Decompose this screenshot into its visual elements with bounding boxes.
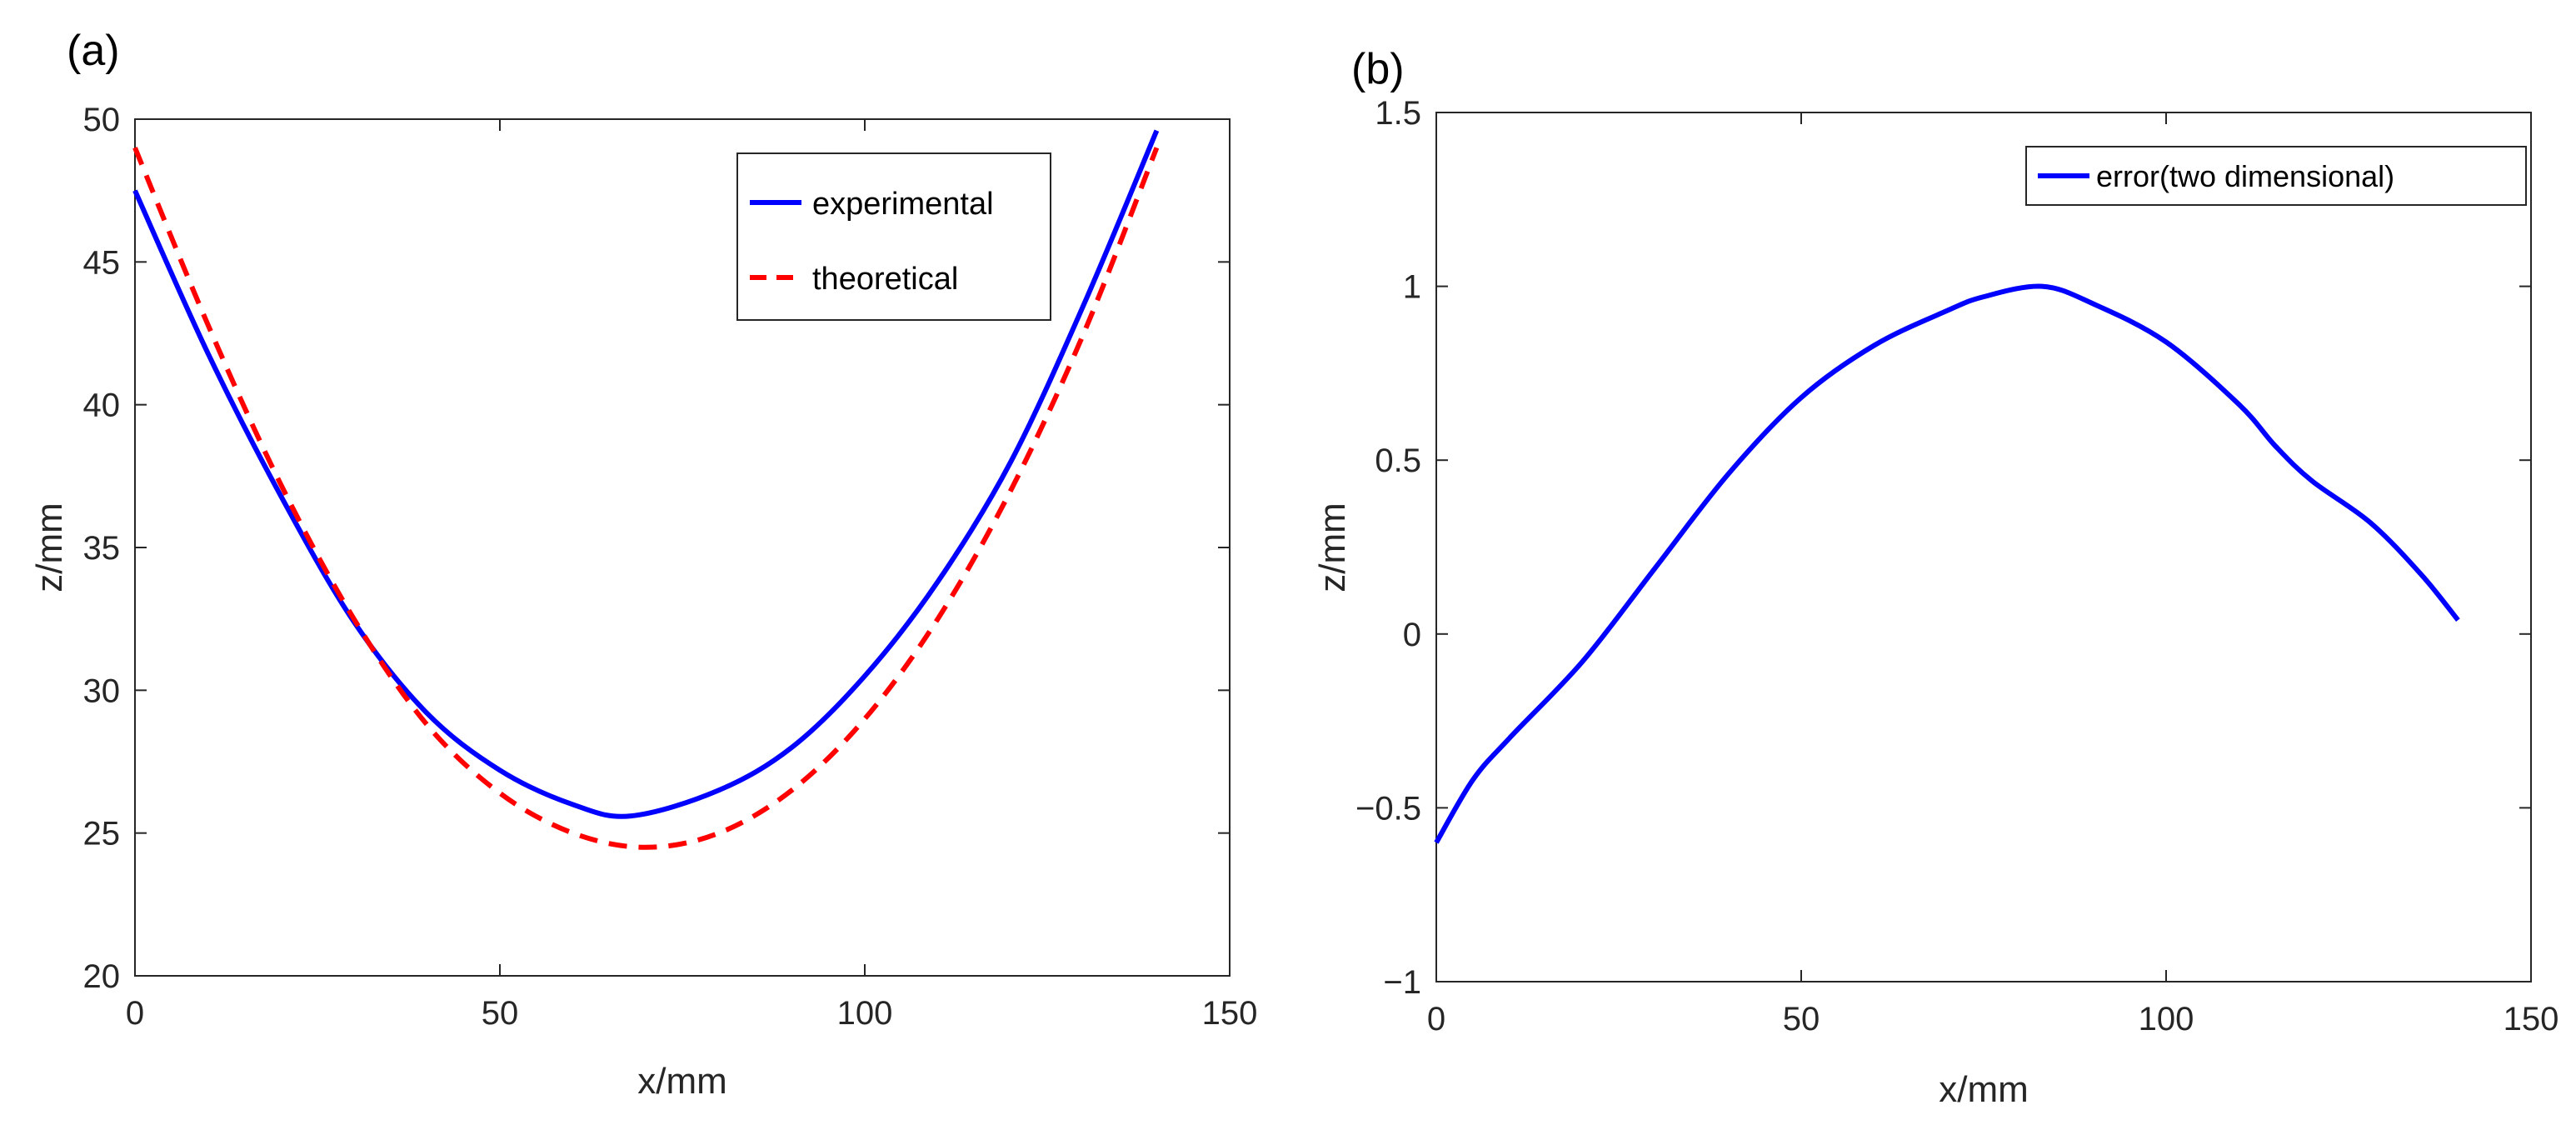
x-axis-label-a: x/mm <box>637 1061 727 1102</box>
y-tick-label: 30 <box>83 672 121 709</box>
y-tick-label: 1 <box>1403 269 1421 306</box>
x-tick-label: 150 <box>2504 1001 2559 1038</box>
x-axis-label-b: x/mm <box>1939 1069 2029 1110</box>
panel-label-b: (b) <box>1351 45 1405 93</box>
legend-label-experimental: experimental <box>812 187 994 222</box>
series-line-experimental <box>132 129 1160 819</box>
series-lines-b <box>1434 283 2460 844</box>
legend-box-b <box>2025 146 2527 206</box>
legend-b: error(two dimensional) <box>2025 146 2527 206</box>
legend-label-error: error(two dimensional) <box>2096 159 2394 193</box>
chart-b: (b) 0 50 100 150 −1 −0.5 0 0.5 1 1.5 x/mm z/mm er… <box>1312 45 2559 1110</box>
y-tick-label: 1.5 <box>1375 95 1421 132</box>
legend-a: experimental theoretical <box>736 152 1051 321</box>
y-axis-label-b: z/mm <box>1312 502 1353 592</box>
x-tick-label: 50 <box>482 995 519 1032</box>
chart-a: (a) 0 50 100 150 20 25 30 35 40 45 50 x/mm z/mm ex… <box>29 27 1257 1102</box>
legend-box-a <box>736 152 1051 321</box>
y-tick-label: 25 <box>83 816 121 852</box>
x-tick-label: 150 <box>1202 995 1258 1032</box>
x-tick-label: 100 <box>2139 1001 2194 1038</box>
y-tick-label: 0 <box>1403 617 1421 653</box>
series-lines-a <box>132 129 1160 850</box>
panel-label-a: (a) <box>67 27 120 75</box>
plot-area-b <box>1435 112 2532 982</box>
y-tick-label: −1 <box>1383 964 1421 1001</box>
y-tick-label: 50 <box>83 102 121 138</box>
y-tick-label: 45 <box>83 244 121 281</box>
x-tick-label: 0 <box>1427 1001 1445 1038</box>
x-tick-label: 0 <box>126 995 144 1032</box>
plot-area-a <box>134 118 1231 977</box>
y-tick-label: 0.5 <box>1375 442 1421 479</box>
series-line-theoretical <box>132 147 1160 850</box>
ticks-a: 0 50 100 150 20 25 30 35 40 45 50 <box>83 102 1258 1032</box>
x-tick-label: 100 <box>837 995 893 1032</box>
y-tick-label: −0.5 <box>1355 790 1421 827</box>
y-tick-label: 20 <box>83 958 121 995</box>
y-tick-label: 40 <box>83 388 121 424</box>
ticks-b: 0 50 100 150 −1 −0.5 0 0.5 1 1.5 <box>1355 95 2559 1038</box>
x-tick-label: 50 <box>1783 1001 1820 1038</box>
legend-label-theoretical: theoretical <box>812 262 958 297</box>
y-axis-label-a: z/mm <box>29 502 70 592</box>
y-tick-label: 35 <box>83 530 121 567</box>
series-line-error-two-dimensional- <box>1434 283 2460 844</box>
